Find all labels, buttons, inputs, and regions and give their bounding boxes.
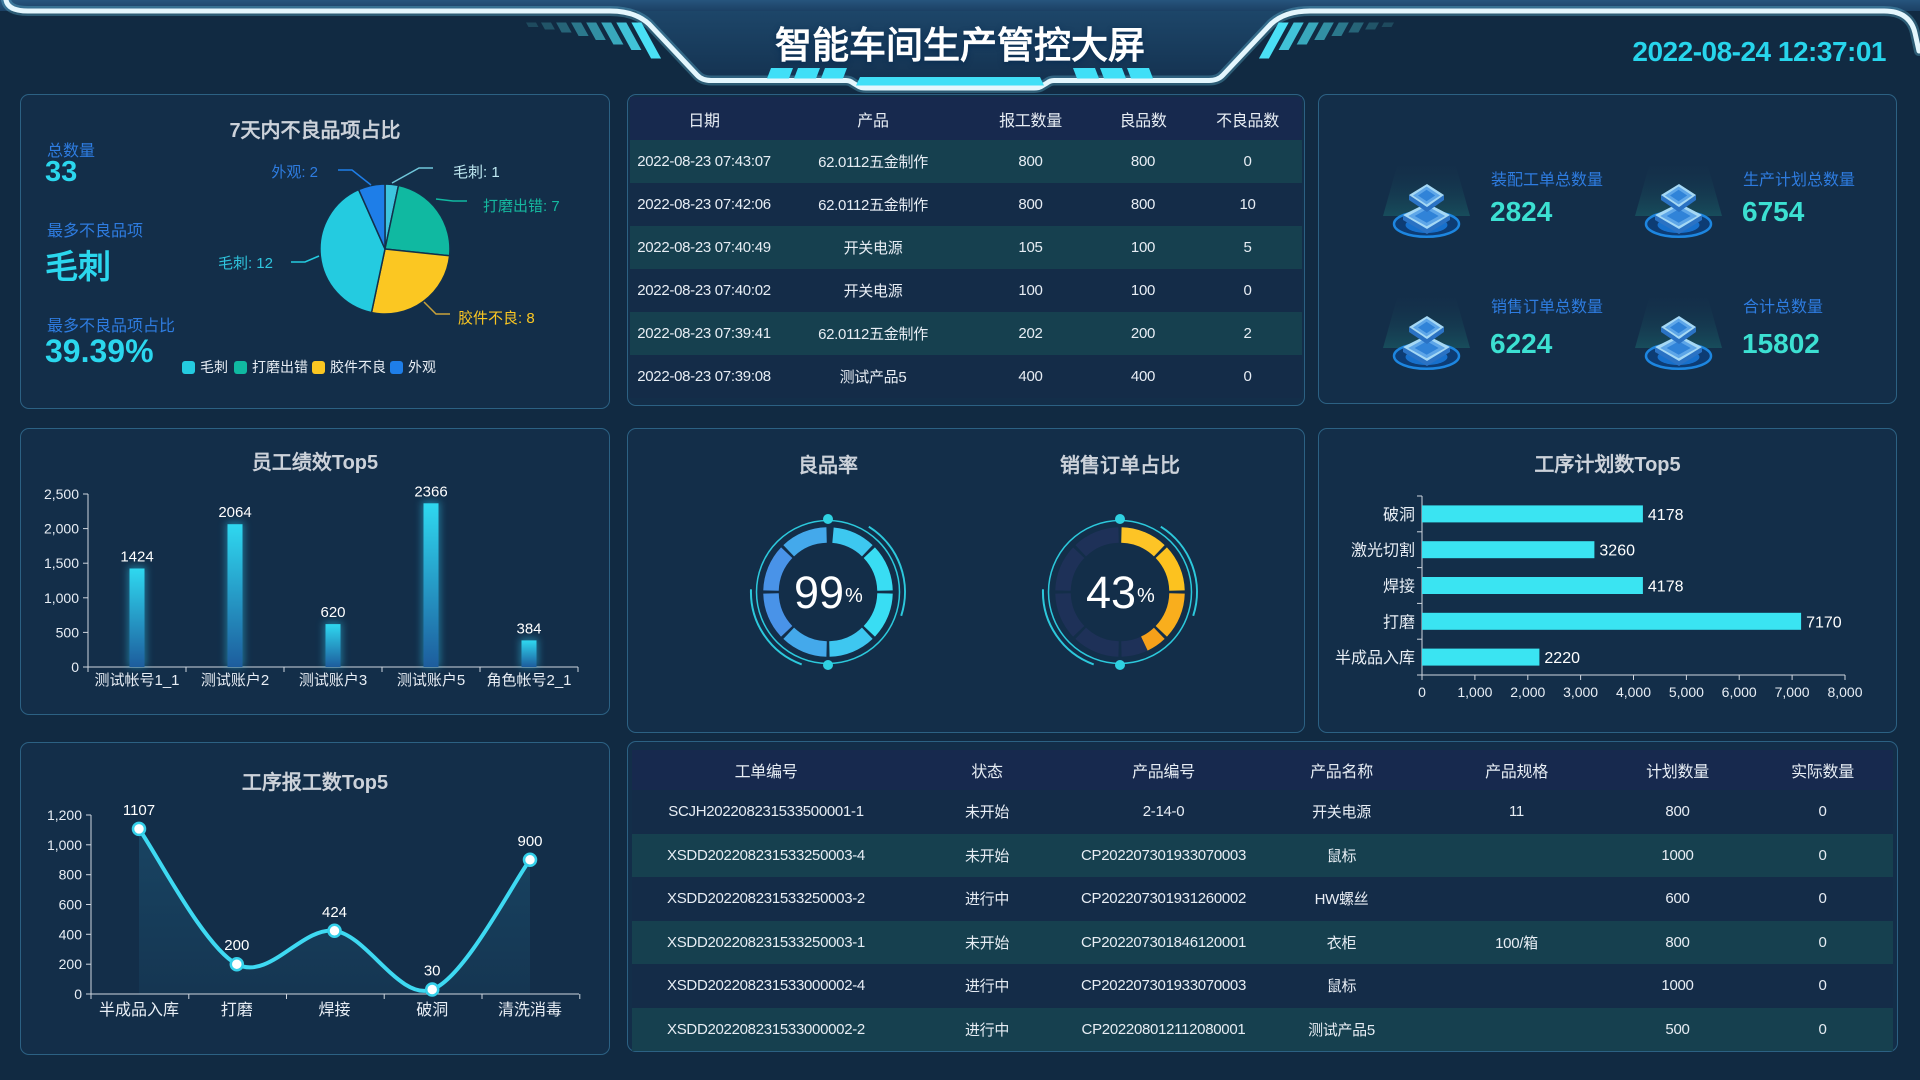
svg-text:测试账户5: 测试账户5 xyxy=(397,672,465,689)
svg-text:焊接: 焊接 xyxy=(318,1001,350,1019)
svg-text:5,000: 5,000 xyxy=(1669,684,1704,700)
svg-text:外观: 2: 外观: 2 xyxy=(271,164,318,181)
svg-text:2,500: 2,500 xyxy=(44,486,79,502)
svg-text:7170: 7170 xyxy=(1806,614,1842,631)
svg-text:424: 424 xyxy=(322,904,347,921)
svg-text:0: 0 xyxy=(74,986,82,1002)
svg-text:打磨: 打磨 xyxy=(1383,613,1415,631)
svg-text:打磨: 打磨 xyxy=(221,1001,253,1019)
svg-text:1,000: 1,000 xyxy=(47,837,82,853)
svg-text:4,000: 4,000 xyxy=(1616,684,1651,700)
svg-text:7,000: 7,000 xyxy=(1775,684,1810,700)
svg-text:1,200: 1,200 xyxy=(47,807,82,823)
svg-text:200: 200 xyxy=(224,937,249,954)
svg-text:1,000: 1,000 xyxy=(44,590,79,606)
svg-text:半成品入库: 半成品入库 xyxy=(99,1001,179,1019)
svg-text:99: 99 xyxy=(794,567,844,618)
svg-text:200: 200 xyxy=(59,956,83,972)
svg-text:600: 600 xyxy=(59,897,83,913)
svg-text:1,500: 1,500 xyxy=(44,555,79,571)
svg-text:%: % xyxy=(1137,585,1155,607)
svg-text:2064: 2064 xyxy=(218,504,251,521)
svg-text:900: 900 xyxy=(517,833,542,850)
svg-text:毛刺: 12: 毛刺: 12 xyxy=(218,255,273,272)
svg-text:2,000: 2,000 xyxy=(44,521,79,537)
svg-text:800: 800 xyxy=(59,867,83,883)
svg-text:3,000: 3,000 xyxy=(1563,684,1598,700)
svg-text:胶件不良: 胶件不良 xyxy=(330,359,386,375)
svg-text:2,000: 2,000 xyxy=(1510,684,1545,700)
svg-text:43: 43 xyxy=(1086,567,1136,618)
svg-text:1,000: 1,000 xyxy=(1457,684,1492,700)
svg-text:6,000: 6,000 xyxy=(1722,684,1757,700)
svg-text:外观: 外观 xyxy=(408,359,436,375)
svg-text:破洞: 破洞 xyxy=(1383,506,1415,524)
svg-text:胶件不良: 8: 胶件不良: 8 xyxy=(458,310,535,327)
svg-text:1107: 1107 xyxy=(123,802,155,819)
svg-text:破洞: 破洞 xyxy=(416,1001,448,1019)
svg-text:2220: 2220 xyxy=(1544,650,1580,667)
svg-text:4178: 4178 xyxy=(1648,507,1684,524)
svg-text:0: 0 xyxy=(1418,684,1426,700)
svg-text:0: 0 xyxy=(71,659,79,675)
svg-text:打磨出错: 打磨出错 xyxy=(252,359,308,375)
svg-text:测试帐号1_1: 测试帐号1_1 xyxy=(94,672,179,689)
svg-text:测试账户2: 测试账户2 xyxy=(201,672,269,689)
svg-text:角色帐号2_1: 角色帐号2_1 xyxy=(486,672,571,689)
svg-text:激光切割: 激光切割 xyxy=(1351,542,1415,560)
svg-text:毛刺: 毛刺 xyxy=(200,359,228,375)
svg-text:2366: 2366 xyxy=(414,483,447,500)
svg-text:30: 30 xyxy=(424,963,441,980)
svg-text:半成品入库: 半成品入库 xyxy=(1335,649,1415,667)
svg-text:打磨出错: 7: 打磨出错: 7 xyxy=(483,198,560,215)
svg-text:毛刺: 1: 毛刺: 1 xyxy=(453,164,500,181)
svg-text:400: 400 xyxy=(59,926,83,942)
svg-text:测试账户3: 测试账户3 xyxy=(299,672,367,689)
svg-text:焊接: 焊接 xyxy=(1383,578,1415,596)
svg-text:4178: 4178 xyxy=(1648,579,1684,596)
svg-text:3260: 3260 xyxy=(1599,543,1635,560)
svg-text:500: 500 xyxy=(56,624,80,640)
svg-text:1424: 1424 xyxy=(120,549,153,566)
svg-text:8,000: 8,000 xyxy=(1827,684,1862,700)
svg-text:清洗消毒: 清洗消毒 xyxy=(498,1001,562,1019)
svg-text:620: 620 xyxy=(320,604,345,621)
svg-text:%: % xyxy=(845,585,863,607)
svg-text:384: 384 xyxy=(516,620,541,637)
